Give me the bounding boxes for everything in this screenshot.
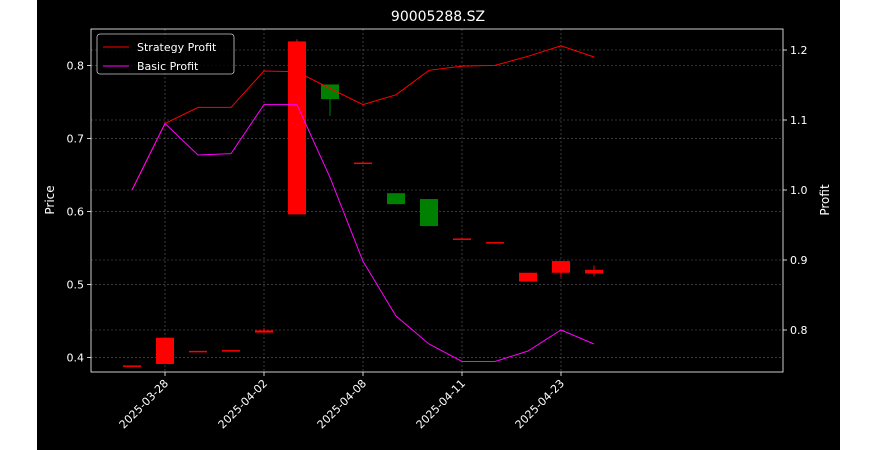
x-tick-label: 2025-04-08 (315, 377, 369, 431)
x-tick-label: 2025-04-23 (513, 377, 567, 431)
candle-body (354, 162, 372, 165)
legend: Strategy Profit Basic Profit (96, 33, 235, 75)
y-tick-label-right: 1.2 (790, 44, 808, 57)
candle-body (156, 337, 174, 364)
legend-label: Basic Profit (137, 60, 199, 73)
y-tick-label-left: 0.7 (67, 132, 85, 145)
y-axis-label-left: Price (43, 185, 57, 214)
grid-lines (91, 29, 783, 372)
basic-profit-line (131, 104, 595, 362)
chart-figure: 90005288.SZ Price Profit 0.4 0.5 0.6 0.7 0.8… (37, 0, 840, 450)
candle-body (288, 41, 306, 215)
candlesticks (123, 39, 603, 367)
y-tick-label-right: 1.0 (790, 184, 808, 197)
axes: 0.4 0.5 0.6 0.7 0.8 0.8 0.9 1.0 1.1 1.2 2025-03-28… (67, 28, 808, 431)
y-tick-label-left: 0.6 (67, 205, 85, 218)
candle-body (453, 238, 471, 240)
y-tick-label-right: 0.8 (790, 324, 808, 337)
chart-title: 90005288.SZ (391, 9, 485, 25)
legend-label: Strategy Profit (137, 41, 217, 54)
candle-body (321, 84, 339, 100)
y-tick-label-left: 0.5 (67, 278, 85, 291)
candlestick-profit-chart: 90005288.SZ Price Profit 0.4 0.5 0.6 0.7 0.8… (43, 9, 832, 431)
y-tick-label-left: 0.8 (67, 59, 85, 72)
y-axis-label-right: Profit (818, 184, 832, 216)
candle-body (123, 365, 141, 367)
candle-body (387, 193, 405, 205)
plot-frame (90, 28, 784, 373)
candle-body (222, 350, 240, 352)
y-tick-label-right: 0.9 (790, 254, 808, 267)
x-tick-label: 2025-03-28 (117, 377, 171, 431)
y-tick-label-left: 0.4 (67, 351, 85, 364)
candle-body (552, 261, 570, 273)
legend-box (96, 33, 235, 75)
candle-body (255, 330, 273, 333)
candle-body (519, 272, 537, 282)
candle-body (585, 269, 603, 274)
x-tick-label: 2025-04-02 (216, 377, 270, 431)
candle-body (189, 350, 207, 353)
strategy-profit-line (131, 45, 595, 191)
candle-body (486, 242, 504, 244)
candle-body (420, 199, 438, 227)
y-tick-label-right: 1.1 (790, 114, 808, 127)
x-tick-label: 2025-04-11 (414, 377, 468, 431)
profit-lines (131, 45, 595, 362)
